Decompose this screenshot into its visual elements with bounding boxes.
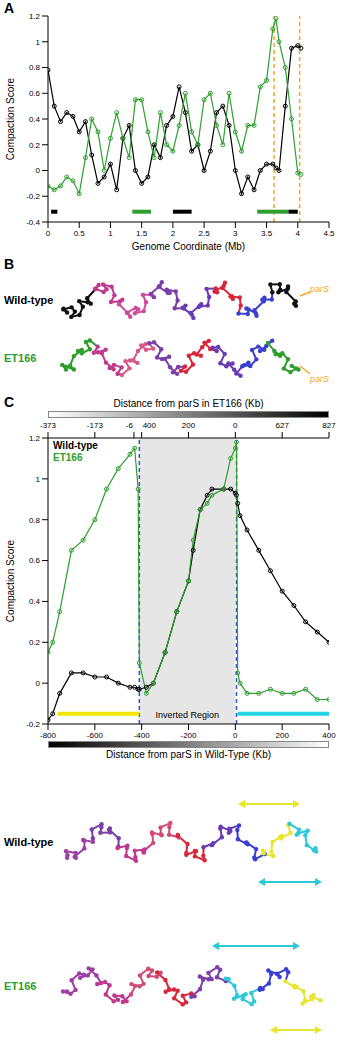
svg-text:-400: -400	[134, 731, 151, 740]
svg-text:2.5: 2.5	[199, 229, 211, 238]
svg-text:-200: -200	[180, 731, 197, 740]
svg-text:400: 400	[143, 421, 157, 430]
svg-text:-800: -800	[40, 731, 57, 740]
svg-text:400: 400	[322, 731, 336, 740]
svg-text:0: 0	[46, 229, 51, 238]
html-text:Distance from parS in ET166 (K: Distance from parS in ET166 (Kb)	[113, 398, 264, 409]
svg-text:200: 200	[275, 731, 289, 740]
svg-text:0.2: 0.2	[29, 141, 41, 150]
svg-text:1: 1	[36, 475, 41, 484]
html-text:ET166: ET166	[53, 452, 83, 463]
html-text:A: A	[4, 0, 15, 16]
svg-text:0.5: 0.5	[74, 229, 86, 238]
svg-text:0: 0	[36, 166, 41, 175]
html-text:C: C	[4, 394, 15, 410]
svg-text:0.4: 0.4	[29, 597, 41, 606]
html-text:Wild-type: Wild-type	[53, 440, 98, 451]
svg-text:-373: -373	[40, 421, 57, 430]
html-text:Distance from parS in Wild-Typ: Distance from parS in Wild-Type (Kb)	[106, 749, 271, 760]
svg-text:1: 1	[36, 38, 41, 47]
svg-text:0.2: 0.2	[29, 638, 41, 647]
svg-text:0: 0	[233, 731, 238, 740]
svg-text:4.5: 4.5	[323, 229, 335, 238]
svg-text:0.4: 0.4	[29, 115, 41, 124]
svg-text:-0.2: -0.2	[26, 192, 40, 201]
svg-text:3.5: 3.5	[261, 229, 273, 238]
svg-text:0.8: 0.8	[29, 63, 41, 72]
svg-text:Compaction Score: Compaction Score	[5, 539, 16, 622]
svg-text:3: 3	[233, 229, 238, 238]
svg-text:200: 200	[182, 421, 196, 430]
svg-text:-173: -173	[87, 421, 104, 430]
svg-text:627: 627	[275, 421, 289, 430]
svg-text:4: 4	[296, 229, 301, 238]
svg-text:ET166: ET166	[4, 352, 36, 364]
svg-text:Inverted Region: Inverted Region	[156, 710, 220, 720]
svg-text:Wild-type: Wild-type	[4, 836, 53, 848]
svg-text:1.2: 1.2	[29, 434, 41, 443]
svg-text:827: 827	[322, 421, 336, 430]
svg-text:Genome Coordinate (Mb): Genome Coordinate (Mb)	[132, 241, 245, 252]
svg-text:1.2: 1.2	[29, 12, 41, 21]
html-text:B: B	[4, 256, 15, 272]
svg-text:parS: parS	[309, 284, 329, 294]
svg-text:-600: -600	[87, 731, 104, 740]
svg-text:-0.4: -0.4	[26, 218, 40, 227]
svg-text:0: 0	[36, 679, 41, 688]
svg-text:Wild-type: Wild-type	[4, 294, 53, 306]
svg-text:ET166: ET166	[4, 980, 36, 992]
svg-text:1.5: 1.5	[136, 229, 148, 238]
svg-text:-6: -6	[126, 421, 134, 430]
svg-text:0: 0	[233, 421, 238, 430]
svg-text:1: 1	[108, 229, 113, 238]
svg-text:2: 2	[171, 229, 176, 238]
svg-text:0.8: 0.8	[29, 516, 41, 525]
svg-text:Compaction Score: Compaction Score	[5, 77, 16, 160]
svg-text:-0.2: -0.2	[26, 720, 40, 729]
svg-text:0.6: 0.6	[29, 89, 41, 98]
svg-text:parS: parS	[309, 374, 329, 384]
svg-text:0.6: 0.6	[29, 556, 41, 565]
